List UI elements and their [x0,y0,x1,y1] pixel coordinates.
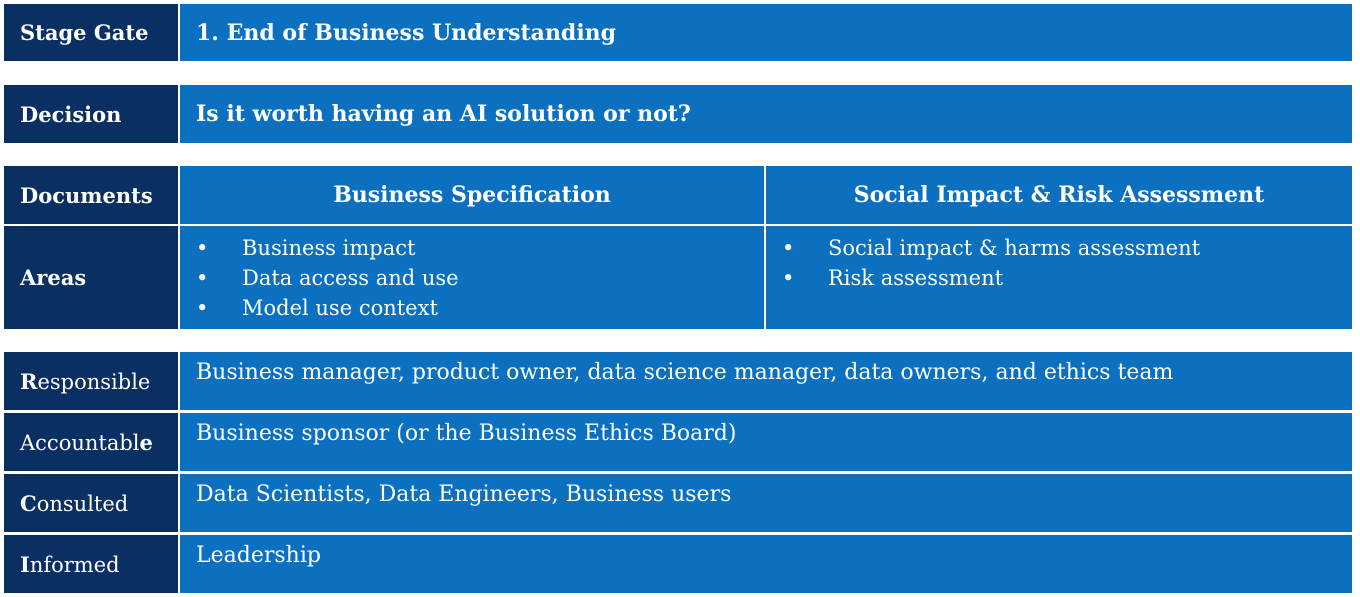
business-specification-areas-cell: • Business impact • Data access and use … [180,226,764,329]
documents-label-cell: Documents [4,166,178,224]
decision-label: Decision [20,101,122,127]
list-item: • Business impact [194,233,764,263]
responsible-label: Responsible [20,368,151,394]
decision-value-cell: Is it worth having an AI solution or not… [180,85,1352,143]
responsible-value: Business manager, product owner, data sc… [196,360,1174,385]
bullet-icon: • [196,266,209,290]
decision-value: Is it worth having an AI solution or not… [196,101,691,127]
stage-gate-value-cell: 1. End of Business Understanding [180,4,1352,61]
informed-value-cell: Leadership [180,535,1352,593]
bullet-icon: • [196,236,209,260]
area-item: Business impact [242,236,416,260]
informed-label: Informed [20,551,120,577]
consulted-value: Data Scientists, Data Engineers, Busines… [196,482,732,507]
business-specification-areas-list: • Business impact • Data access and use … [180,226,764,323]
areas-label-cell: Areas [4,226,178,329]
accountable-label-cell: Accountable [4,413,178,471]
consulted-label: Consulted [20,490,129,516]
business-specification-title: Business Specification [333,182,611,208]
area-item: Model use context [242,296,438,320]
areas-label: Areas [20,265,87,290]
social-impact-areas-cell: • Social impact & harms assessment • Ris… [766,226,1352,329]
consulted-value-cell: Data Scientists, Data Engineers, Busines… [180,474,1352,532]
decision-label-cell: Decision [4,85,178,143]
area-item: Data access and use [242,266,459,290]
bullet-icon: • [782,236,795,260]
informed-label-cell: Informed [4,535,178,593]
accountable-label: Accountable [20,429,153,455]
responsible-label-cell: Responsible [4,352,178,410]
accountable-value-cell: Business sponsor (or the Business Ethics… [180,413,1352,471]
area-item: Social impact & harms assessment [828,236,1201,260]
social-impact-title: Social Impact & Risk Assessment [853,182,1265,208]
documents-label: Documents [20,182,153,208]
business-specification-header: Business Specification [180,166,764,224]
bullet-icon: • [196,296,209,320]
list-item: • Data access and use [194,263,764,293]
stage-gate-label-cell: Stage Gate [4,4,178,61]
bullet-icon: • [782,266,795,290]
area-item: Risk assessment [828,266,1004,290]
consulted-label-cell: Consulted [4,474,178,532]
informed-value: Leadership [196,543,321,568]
stage-gate-value: 1. End of Business Understanding [196,19,617,46]
list-item: • Social impact & harms assessment [780,233,1352,263]
social-impact-header: Social Impact & Risk Assessment [766,166,1352,224]
responsible-value-cell: Business manager, product owner, data sc… [180,352,1352,410]
stage-gate-label: Stage Gate [20,20,149,45]
list-item: • Model use context [194,293,764,323]
accountable-value: Business sponsor (or the Business Ethics… [196,421,737,446]
social-impact-areas-list: • Social impact & harms assessment • Ris… [766,226,1352,293]
list-item: • Risk assessment [780,263,1352,293]
